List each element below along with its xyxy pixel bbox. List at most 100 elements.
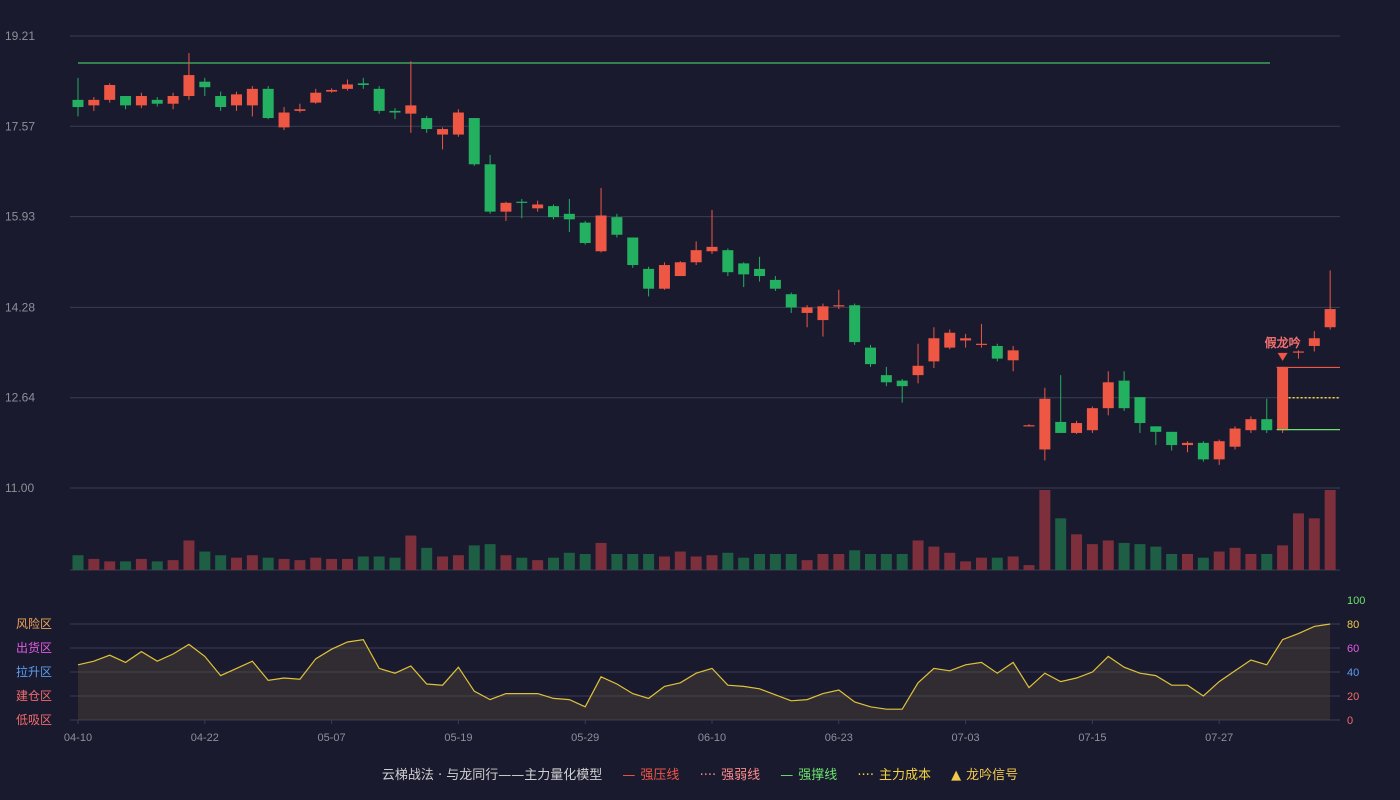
volume-bar bbox=[1245, 554, 1257, 570]
candle-body bbox=[611, 217, 623, 235]
candle-body bbox=[532, 204, 544, 209]
candle-body bbox=[437, 129, 449, 135]
candle-body bbox=[1277, 366, 1289, 431]
volume-bar bbox=[452, 555, 464, 570]
candle-body bbox=[1102, 382, 1114, 409]
volume-bar bbox=[865, 554, 876, 570]
volume-bar bbox=[1308, 518, 1320, 570]
candle-body bbox=[1197, 442, 1209, 460]
candle-body bbox=[1182, 442, 1193, 446]
candle-body bbox=[357, 83, 369, 85]
candle-body bbox=[104, 84, 116, 100]
volume-bar bbox=[1071, 534, 1083, 570]
legend-item-main-cost[interactable]: ···· 主力成本 bbox=[857, 764, 931, 783]
candle-body bbox=[880, 375, 892, 383]
x-tick-label: 05-29 bbox=[571, 732, 599, 744]
indicator-tick-label: 80 bbox=[1347, 619, 1359, 631]
legend-label-strong-pressure: 强压线 bbox=[640, 768, 680, 783]
signal-arrow-icon bbox=[1277, 352, 1288, 361]
candle-body bbox=[1213, 441, 1225, 460]
volume-bar bbox=[754, 554, 766, 570]
candle-body bbox=[833, 305, 845, 307]
legend-item-strong-pressure[interactable]: — 强压线 bbox=[622, 764, 679, 783]
volume-bar bbox=[722, 552, 734, 570]
candle-body bbox=[468, 118, 480, 165]
volume-bar bbox=[1229, 547, 1241, 570]
volume-bar bbox=[1086, 544, 1098, 570]
volume-bar bbox=[1039, 490, 1051, 570]
candle-body bbox=[1118, 380, 1130, 409]
candle-body bbox=[928, 338, 940, 362]
volume-bar bbox=[1261, 554, 1273, 570]
candle-body bbox=[246, 88, 258, 106]
indicator-zone-label: 拉升区 bbox=[16, 664, 52, 679]
volume-bar bbox=[421, 547, 433, 570]
volume-bar bbox=[912, 540, 924, 570]
volume-bar bbox=[484, 544, 496, 570]
volume-bar bbox=[1292, 513, 1304, 570]
volume-bar bbox=[975, 557, 987, 570]
candle-body bbox=[706, 246, 718, 252]
volume-bar bbox=[690, 556, 702, 570]
candle-body bbox=[1245, 419, 1257, 431]
volume-bar bbox=[944, 552, 956, 570]
volume-bar bbox=[120, 561, 132, 570]
volume-bar bbox=[72, 555, 84, 570]
candle-body bbox=[120, 96, 132, 106]
volume-bar bbox=[643, 554, 655, 570]
candle-body bbox=[1292, 351, 1304, 353]
candle-body bbox=[690, 250, 702, 263]
x-tick-label: 06-23 bbox=[825, 732, 853, 744]
volume-bar bbox=[373, 556, 385, 570]
volume-bar bbox=[1213, 551, 1225, 570]
volume-bar bbox=[627, 554, 639, 570]
volume-bar bbox=[658, 556, 670, 570]
volume-bar bbox=[785, 554, 797, 570]
legend-item-strength-line[interactable]: ···· 强弱线 bbox=[700, 764, 761, 783]
candle-body bbox=[849, 305, 861, 343]
candle-body bbox=[960, 338, 972, 341]
legend-label-main-cost: 主力成本 bbox=[878, 768, 931, 783]
candle-body bbox=[231, 94, 242, 106]
signal-label: 假龙吟 bbox=[1265, 335, 1301, 350]
candle-body bbox=[658, 265, 670, 289]
volume-bar bbox=[1277, 545, 1289, 570]
volume-bar bbox=[532, 560, 544, 570]
legend-swatch-dragon-signal: ▲ bbox=[951, 768, 962, 783]
legend-swatch-main-cost: ···· bbox=[857, 768, 874, 783]
legend-label-strong-support: 强撑线 bbox=[798, 768, 838, 783]
candle-body bbox=[421, 118, 433, 130]
legend-swatch-strength-line: ···· bbox=[699, 768, 717, 783]
volume-bar bbox=[1007, 556, 1019, 570]
indicator-tick-label: 20 bbox=[1347, 691, 1359, 703]
candle-body bbox=[975, 343, 987, 345]
candle-body bbox=[183, 75, 195, 97]
candle-body bbox=[944, 332, 956, 348]
candle-body bbox=[865, 347, 876, 365]
volume-bar bbox=[833, 554, 845, 570]
volume-bar bbox=[199, 551, 211, 570]
indicator-zone-label: 风险区 bbox=[16, 616, 52, 631]
volume-bar bbox=[231, 557, 242, 570]
candle-body bbox=[785, 294, 797, 308]
volume-bar bbox=[405, 535, 417, 570]
candle-body bbox=[1261, 419, 1273, 431]
volume-bar bbox=[1134, 544, 1146, 570]
x-tick-label: 04-22 bbox=[191, 732, 219, 744]
price-tick-label: 14.28 bbox=[5, 300, 35, 314]
x-tick-label: 05-07 bbox=[318, 732, 346, 744]
price-tick-label: 12.64 bbox=[5, 391, 35, 405]
x-tick-label: 04-10 bbox=[64, 732, 92, 744]
volume-bar bbox=[310, 557, 322, 570]
volume-bar bbox=[769, 554, 781, 570]
indicator-zone-label: 建仓区 bbox=[16, 689, 52, 703]
candle-body bbox=[326, 89, 338, 92]
legend-item-dragon-signal[interactable]: ▲ 龙吟信号 bbox=[951, 764, 1018, 783]
volume-bar bbox=[294, 560, 306, 570]
indicator-line bbox=[77, 623, 1331, 710]
indicator-tick-label: 40 bbox=[1347, 667, 1359, 679]
x-tick-label: 06-10 bbox=[698, 732, 726, 744]
candle-body bbox=[579, 222, 591, 244]
volume-bar bbox=[1324, 490, 1336, 570]
legend-item-strong-support[interactable]: — 强撑线 bbox=[780, 764, 837, 783]
